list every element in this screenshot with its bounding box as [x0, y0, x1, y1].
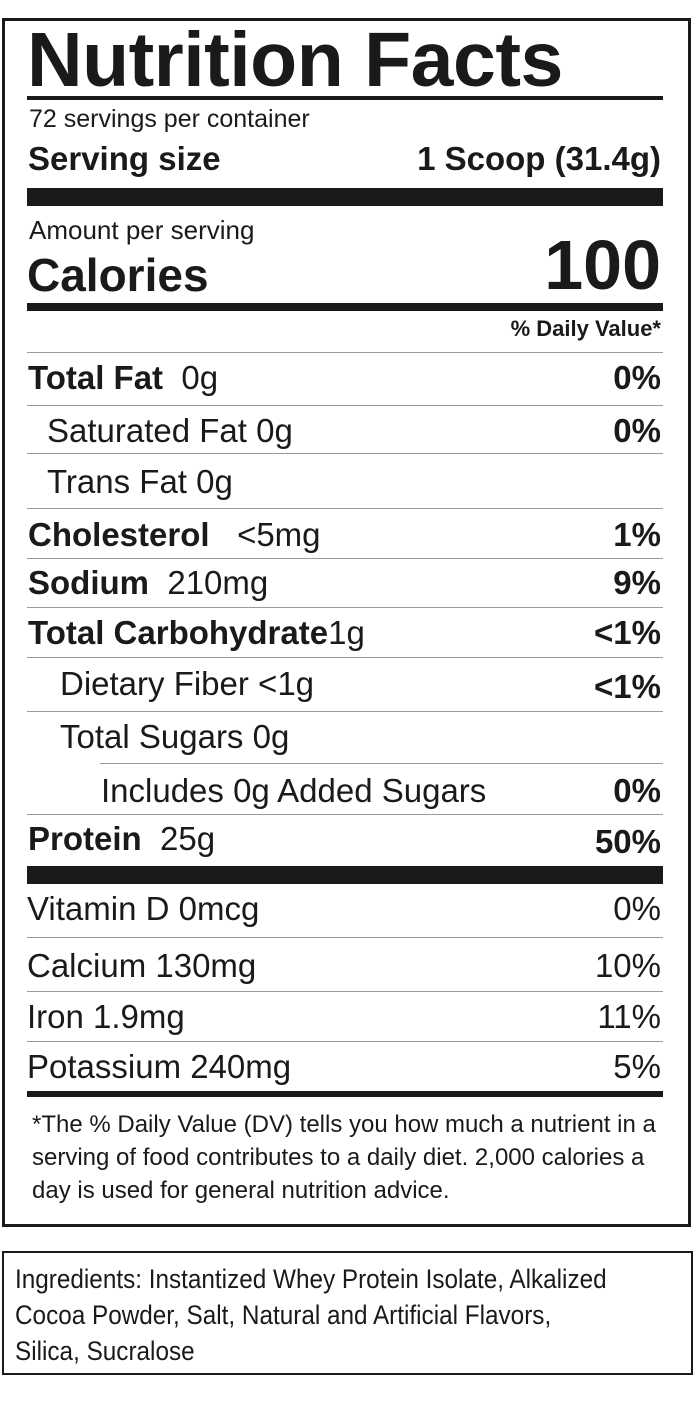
sodium-dv: 9% — [613, 564, 661, 601]
protein-row: Protein 25g — [28, 822, 215, 855]
total-fat-row: Total Fat 0g — [28, 361, 218, 394]
divider — [27, 508, 663, 509]
serving-thick-bar — [27, 188, 663, 206]
protein-amount: 25g — [160, 820, 216, 857]
footnote-bar — [27, 1091, 663, 1097]
divider — [27, 352, 663, 353]
divider — [27, 1041, 663, 1042]
added-sugars-label: Includes 0g Added Sugars — [101, 772, 487, 809]
divider — [100, 763, 663, 764]
serving-size-label: Serving size — [28, 140, 221, 177]
cholesterol-row: Cholesterol <5mg — [28, 518, 321, 551]
servings-per-container: 72 servings per container — [29, 105, 310, 133]
trans-fat-label: Trans Fat 0g — [47, 463, 233, 500]
saturated-fat-dv: 0% — [613, 412, 661, 449]
total-fat-dv: 0% — [613, 359, 661, 396]
total-sugars-label: Total Sugars 0g — [60, 718, 290, 755]
calcium-dv: 10% — [594, 947, 661, 984]
potassium-dv: 5% — [613, 1048, 661, 1085]
iron-label: Iron 1.9mg — [27, 998, 185, 1035]
divider — [27, 814, 663, 815]
daily-value-footnote: *The % Daily Value (DV) tells you how mu… — [32, 1111, 656, 1204]
cholesterol-label: Cholesterol — [28, 516, 210, 553]
dietary-fiber-label: Dietary Fiber <1g — [60, 665, 315, 702]
divider — [27, 405, 663, 406]
iron-dv: 11% — [597, 998, 661, 1035]
protein-dv: 50% — [594, 823, 661, 860]
amount-per-serving: Amount per serving — [29, 215, 255, 245]
total-carbohydrate-row: Total Carbohydrate1g — [28, 616, 365, 649]
potassium-label: Potassium 240mg — [27, 1048, 292, 1085]
total-fat-label: Total Fat — [28, 359, 164, 396]
daily-value-header: % Daily Value* — [510, 316, 661, 341]
dietary-fiber-dv: <1% — [594, 668, 661, 705]
label-title: Nutrition Facts — [27, 17, 563, 103]
total-carbohydrate-amount: 1g — [328, 614, 365, 651]
calories-label: Calories — [27, 249, 209, 301]
total-carbohydrate-label: Total Carbohydrate — [28, 614, 329, 651]
serving-size-value: 1 Scoop (31.4g) — [417, 140, 661, 177]
divider — [27, 937, 663, 938]
sodium-label: Sodium — [28, 564, 149, 601]
calories-bar — [27, 303, 663, 311]
calcium-label: Calcium 130mg — [27, 947, 257, 984]
calories-value: 100 — [544, 226, 661, 304]
cholesterol-dv: 1% — [613, 516, 661, 553]
title-rule — [27, 96, 663, 100]
divider — [27, 558, 663, 559]
total-carbohydrate-dv: <1% — [594, 614, 661, 651]
added-sugars-dv: 0% — [613, 772, 661, 809]
divider — [27, 657, 663, 658]
divider — [27, 607, 663, 608]
ingredients-text: Ingredients: Instantized Whey Protein Is… — [15, 1264, 607, 1366]
protein-thick-bar — [27, 866, 663, 884]
divider — [27, 991, 663, 992]
cholesterol-amount: <5mg — [237, 516, 321, 553]
vitamin-d-dv: 0% — [613, 890, 661, 927]
vitamin-d-label: Vitamin D 0mcg — [27, 890, 260, 927]
total-fat-amount: 0g — [181, 359, 219, 396]
divider — [27, 453, 663, 454]
protein-label: Protein — [28, 820, 142, 857]
divider — [27, 711, 663, 712]
ingredients-box: Ingredients: Instantized Whey Protein Is… — [2, 1251, 693, 1375]
nutrition-facts-panel — [2, 18, 691, 1227]
sodium-row: Sodium 210mg — [28, 566, 268, 599]
saturated-fat-label: Saturated Fat 0g — [47, 412, 293, 449]
sodium-amount: 210mg — [167, 564, 269, 601]
